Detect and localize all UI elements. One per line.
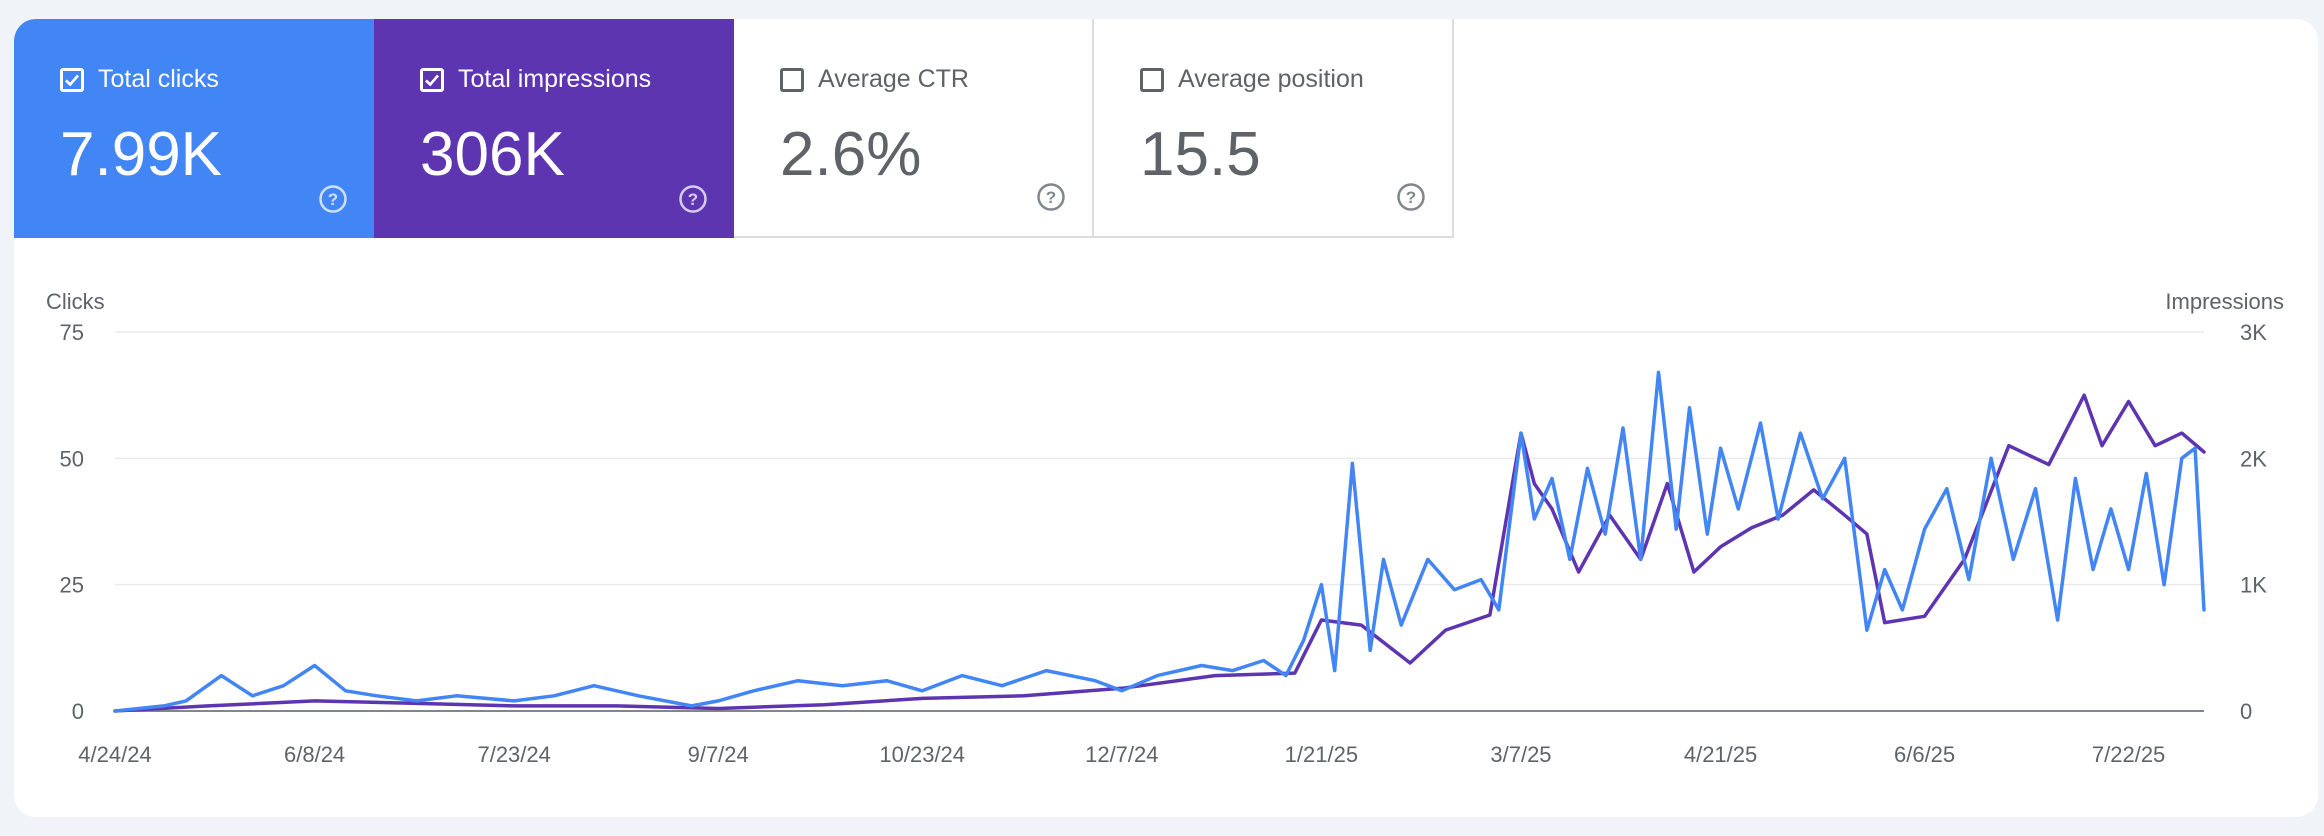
help-icon[interactable]: ? [1396,182,1426,212]
grid [115,331,2204,712]
right-tick-label: 3K [2240,320,2267,345]
metric-label: Average CTR [818,65,969,93]
left-tick-label: 50 [60,446,84,471]
help-icon[interactable]: ? [678,184,708,214]
help-icon[interactable]: ? [318,184,348,214]
help-icon[interactable]: ? [1036,182,1066,212]
impressions-series-line [113,393,2206,713]
x-tick-label: 1/21/25 [1285,742,1358,767]
x-tick-label: 6/6/25 [1894,742,1955,767]
x-tick-label: 4/21/25 [1684,742,1757,767]
right-tick-label: 1K [2240,573,2267,598]
right-tick-label: 2K [2240,446,2267,471]
average-position-card[interactable]: Average position 15.5 ? [1094,19,1454,238]
left-tick-label: 75 [60,320,84,345]
clicks-series-line [113,370,2206,713]
performance-chart: Clicks Impressions 0 0 25 1K 50 2K 75 3K 4/24/2… [46,289,2284,767]
metric-value: 2.6% [780,120,922,189]
x-tick-label: 10/23/24 [879,742,965,767]
metric-value: 15.5 [1140,120,1261,189]
checkbox-checked-icon[interactable] [60,67,84,92]
left-axis-label: Clicks [46,289,105,314]
total-clicks-card[interactable]: Total clicks 7.99K ? [14,19,374,238]
checkbox-unchecked-icon[interactable] [1140,67,1164,92]
x-tick-label: 4/24/24 [78,742,151,767]
metric-cards: Total clicks 7.99K ? Total impressions 3… [14,19,1454,238]
svg-text:?: ? [688,190,698,209]
average-ctr-card[interactable]: Average CTR 2.6% ? [734,19,1094,238]
x-tick-label: 9/7/24 [688,742,749,767]
right-tick-label: 0 [2240,699,2252,724]
checkbox-unchecked-icon[interactable] [780,67,804,92]
svg-text:?: ? [328,190,338,209]
metric-label: Total impressions [458,65,652,93]
x-tick-label: 12/7/24 [1085,742,1158,767]
x-tick-label: 7/23/24 [477,742,550,767]
svg-text:?: ? [1406,188,1416,207]
performance-panel: Total clicks 7.99K ? Total impressions 3… [14,19,2318,817]
metric-value: 306K [420,120,565,189]
right-axis-label: Impressions [2165,289,2284,314]
left-tick-label: 25 [60,573,84,598]
x-axis-ticks: 4/24/24 6/8/24 7/23/24 9/7/24 10/23/24 12/7/2… [78,742,2165,767]
svg-text:?: ? [1046,188,1056,207]
left-tick-label: 0 [72,699,84,724]
series-lines [113,370,2206,713]
x-tick-label: 3/7/25 [1490,742,1551,767]
y-axis-ticks: 0 0 25 1K 50 2K 75 3K [60,320,2268,724]
x-tick-label: 7/22/25 [2092,742,2165,767]
metric-label: Total clicks [98,65,219,93]
x-tick-label: 6/8/24 [284,742,345,767]
checkbox-checked-icon[interactable] [420,67,444,92]
total-impressions-card[interactable]: Total impressions 306K ? [374,19,734,238]
metric-value: 7.99K [60,120,223,189]
metric-label: Average position [1178,65,1364,93]
